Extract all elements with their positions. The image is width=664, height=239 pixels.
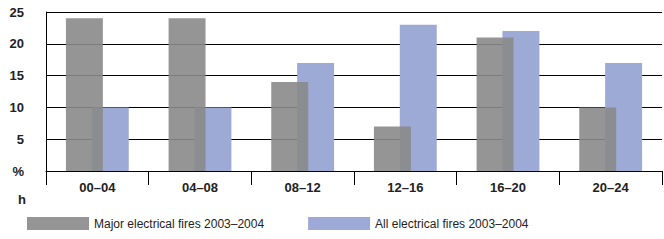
svg-text:20: 20 bbox=[10, 36, 24, 51]
svg-text:Major electrical fires 2003–20: Major electrical fires 2003–2004 bbox=[94, 217, 264, 231]
svg-text:12–16: 12–16 bbox=[387, 180, 423, 195]
svg-text:20–24: 20–24 bbox=[593, 180, 630, 195]
svg-text:15: 15 bbox=[10, 68, 24, 83]
svg-text:%: % bbox=[12, 164, 24, 179]
svg-text:00–04: 00–04 bbox=[79, 180, 116, 195]
svg-text:h: h bbox=[18, 192, 26, 207]
svg-text:08–12: 08–12 bbox=[285, 180, 321, 195]
svg-text:25: 25 bbox=[10, 5, 24, 20]
svg-text:5: 5 bbox=[17, 132, 24, 147]
svg-text:16–20: 16–20 bbox=[490, 180, 526, 195]
svg-text:04–08: 04–08 bbox=[182, 180, 218, 195]
svg-text:10: 10 bbox=[10, 100, 24, 115]
svg-text:All electrical fires 2003–2004: All electrical fires 2003–2004 bbox=[375, 217, 529, 231]
